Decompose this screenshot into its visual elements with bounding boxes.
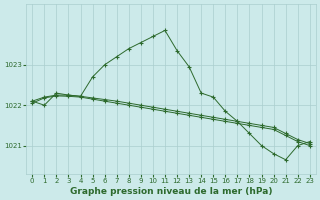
X-axis label: Graphe pression niveau de la mer (hPa): Graphe pression niveau de la mer (hPa): [70, 187, 272, 196]
